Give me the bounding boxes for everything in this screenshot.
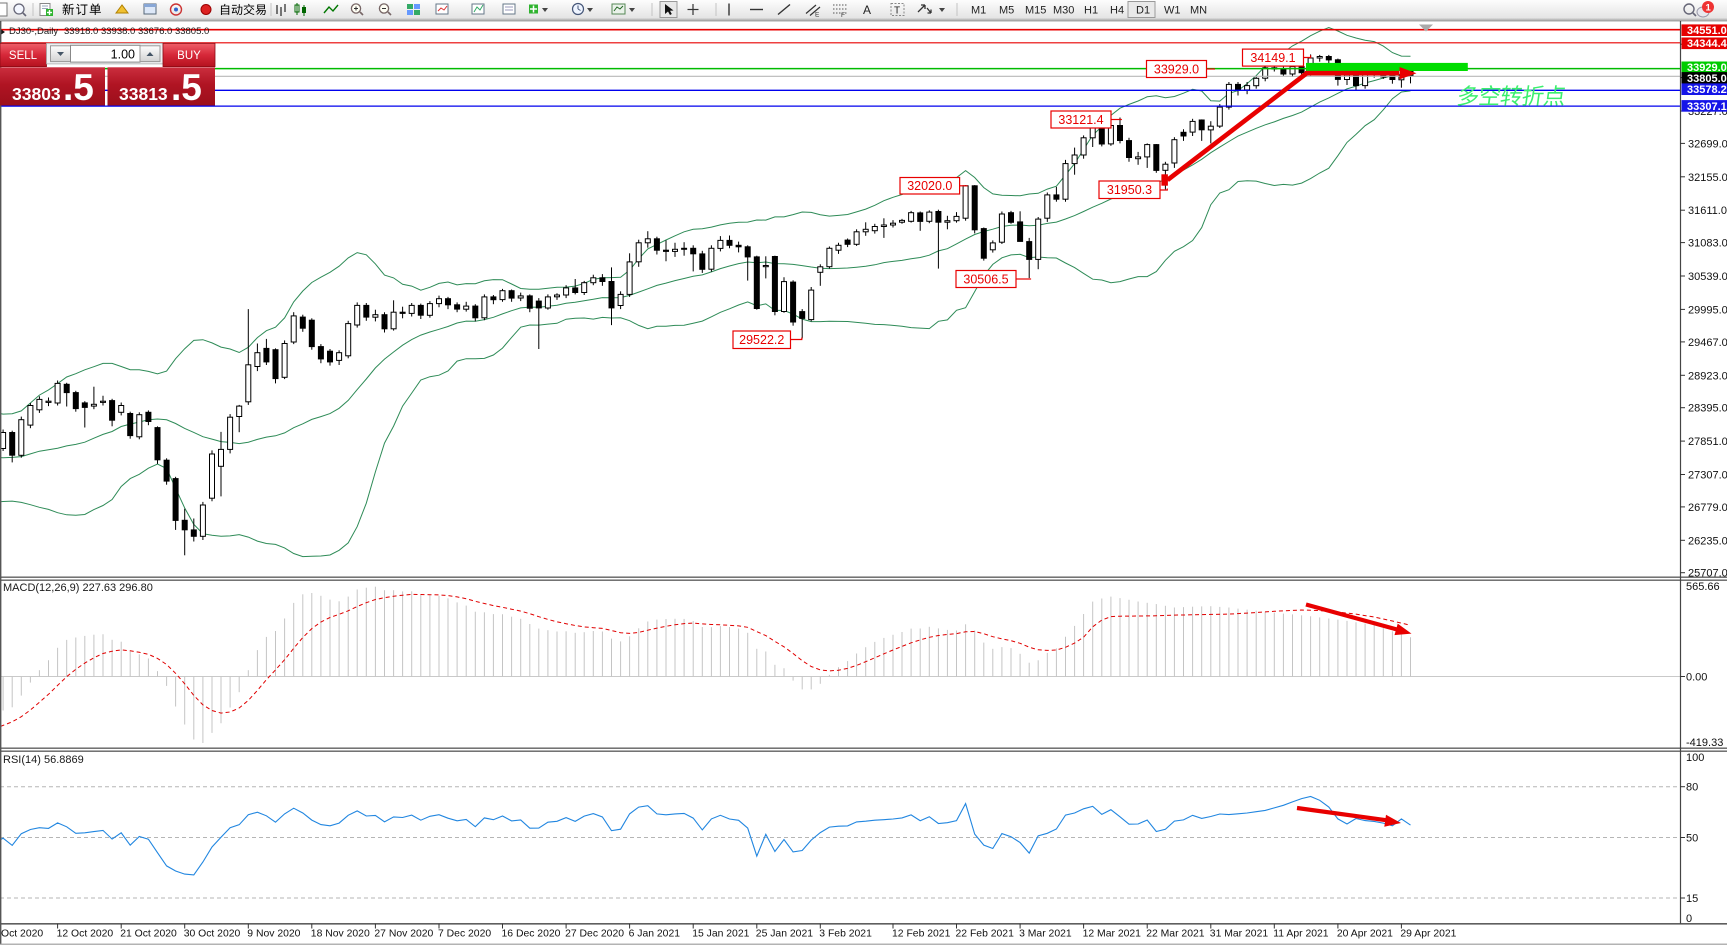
svg-text:3 Mar 2021: 3 Mar 2021 (1019, 929, 1072, 940)
svg-text:SELL: SELL (9, 50, 38, 62)
svg-text:30539.0: 30539.0 (1688, 271, 1727, 283)
svg-text:-419.33: -419.33 (1686, 737, 1723, 749)
svg-text:16 Dec 2020: 16 Dec 2020 (502, 929, 561, 940)
svg-text:H1: H1 (1084, 5, 1098, 17)
svg-text:29995.0: 29995.0 (1688, 304, 1727, 316)
svg-text:F: F (841, 12, 845, 19)
svg-text:31 Mar 2021: 31 Mar 2021 (1210, 929, 1269, 940)
svg-text:A: A (863, 3, 871, 17)
svg-text:18 Nov 2020: 18 Nov 2020 (311, 929, 370, 940)
svg-text:26235.0: 26235.0 (1688, 535, 1727, 547)
svg-text:12 Mar 2021: 12 Mar 2021 (1083, 929, 1142, 940)
svg-text:30506.5: 30506.5 (963, 272, 1008, 286)
svg-text:32020.0: 32020.0 (907, 179, 952, 193)
svg-text:26779.0: 26779.0 (1688, 502, 1727, 514)
svg-text:33918.0 33938.0 33676.0 33805.: 33918.0 33938.0 33676.0 33805.0 (64, 26, 209, 37)
svg-text:15: 15 (1686, 893, 1698, 905)
svg-text:33813: 33813 (119, 84, 168, 104)
svg-text:565.66: 565.66 (1686, 581, 1720, 593)
svg-text:0: 0 (1686, 913, 1692, 925)
svg-text:30 Oct 2020: 30 Oct 2020 (184, 929, 241, 940)
svg-text:W1: W1 (1164, 5, 1181, 17)
svg-text:3 Feb 2021: 3 Feb 2021 (819, 929, 872, 940)
svg-text:33929.0: 33929.0 (1687, 62, 1727, 74)
svg-text:6 Jan 2021: 6 Jan 2021 (629, 929, 681, 940)
svg-text:100: 100 (1686, 752, 1704, 764)
svg-text:0.00: 0.00 (1686, 672, 1707, 684)
svg-text:33578.2: 33578.2 (1687, 84, 1727, 96)
svg-text:Oct 2020: Oct 2020 (1, 929, 43, 940)
svg-text:28395.0: 28395.0 (1688, 403, 1727, 415)
svg-text:33121.4: 33121.4 (1058, 113, 1103, 127)
svg-text:27 Nov 2020: 27 Nov 2020 (374, 929, 433, 940)
svg-text:33929.0: 33929.0 (1154, 62, 1199, 76)
svg-text:BUY: BUY (177, 50, 201, 62)
svg-text:15 Jan 2021: 15 Jan 2021 (692, 929, 749, 940)
svg-text:29522.2: 29522.2 (739, 333, 784, 347)
svg-text:.5: .5 (171, 67, 202, 108)
svg-text:25 Jan 2021: 25 Jan 2021 (756, 929, 813, 940)
svg-text:1: 1 (1706, 3, 1712, 14)
svg-text:H4: H4 (1110, 5, 1124, 17)
svg-text:20 Apr 2021: 20 Apr 2021 (1337, 929, 1393, 940)
svg-text:T: T (894, 6, 900, 17)
svg-text:M30: M30 (1053, 5, 1074, 17)
svg-text:E: E (815, 12, 820, 19)
svg-text:27 Dec 2020: 27 Dec 2020 (565, 929, 624, 940)
svg-text:29 Apr 2021: 29 Apr 2021 (1400, 929, 1456, 940)
svg-text:34344.4: 34344.4 (1687, 38, 1727, 50)
svg-text:12 Oct 2020: 12 Oct 2020 (57, 929, 114, 940)
svg-text:33803: 33803 (12, 84, 61, 104)
svg-text:27851.0: 27851.0 (1688, 436, 1727, 448)
svg-text:33805.0: 33805.0 (1687, 73, 1727, 85)
svg-text:34149.1: 34149.1 (1250, 51, 1295, 65)
svg-text:M5: M5 (999, 5, 1014, 17)
svg-text:31083.0: 31083.0 (1688, 238, 1727, 250)
svg-text:MACD(12,26,9) 227.63 296.80: MACD(12,26,9) 227.63 296.80 (3, 582, 153, 594)
svg-text:31611.0: 31611.0 (1688, 205, 1727, 217)
svg-text:33307.1: 33307.1 (1687, 101, 1727, 113)
svg-text:80: 80 (1686, 782, 1698, 794)
svg-text:9 Nov 2020: 9 Nov 2020 (247, 929, 300, 940)
svg-text:1.00: 1.00 (111, 47, 135, 61)
svg-text:31950.3: 31950.3 (1107, 183, 1152, 197)
svg-text:22 Mar 2021: 22 Mar 2021 (1146, 929, 1205, 940)
svg-text:M15: M15 (1025, 5, 1046, 17)
svg-text:25707.0: 25707.0 (1688, 568, 1727, 580)
svg-text:12 Feb 2021: 12 Feb 2021 (892, 929, 951, 940)
svg-text:DJ30-,Daily: DJ30-,Daily (9, 26, 58, 37)
svg-text:34551.0: 34551.0 (1687, 25, 1727, 37)
svg-text:RSI(14) 56.8869: RSI(14) 56.8869 (3, 754, 84, 766)
svg-text:11 Apr 2021: 11 Apr 2021 (1273, 929, 1328, 940)
svg-text:7 Dec 2020: 7 Dec 2020 (438, 929, 491, 940)
svg-text:D1: D1 (1136, 5, 1150, 17)
svg-text:.5: .5 (63, 67, 94, 108)
svg-text:22 Feb 2021: 22 Feb 2021 (956, 929, 1015, 940)
svg-text:29467.0: 29467.0 (1688, 337, 1727, 349)
svg-text:M1: M1 (971, 5, 986, 17)
svg-text:28923.0: 28923.0 (1688, 370, 1727, 382)
svg-text:21 Oct 2020: 21 Oct 2020 (120, 929, 177, 940)
svg-text:MN: MN (1190, 5, 1207, 17)
svg-text:27307.0: 27307.0 (1688, 470, 1727, 482)
svg-text:32699.0: 32699.0 (1688, 138, 1727, 150)
svg-text:32155.0: 32155.0 (1688, 172, 1727, 184)
svg-text:50: 50 (1686, 833, 1698, 845)
